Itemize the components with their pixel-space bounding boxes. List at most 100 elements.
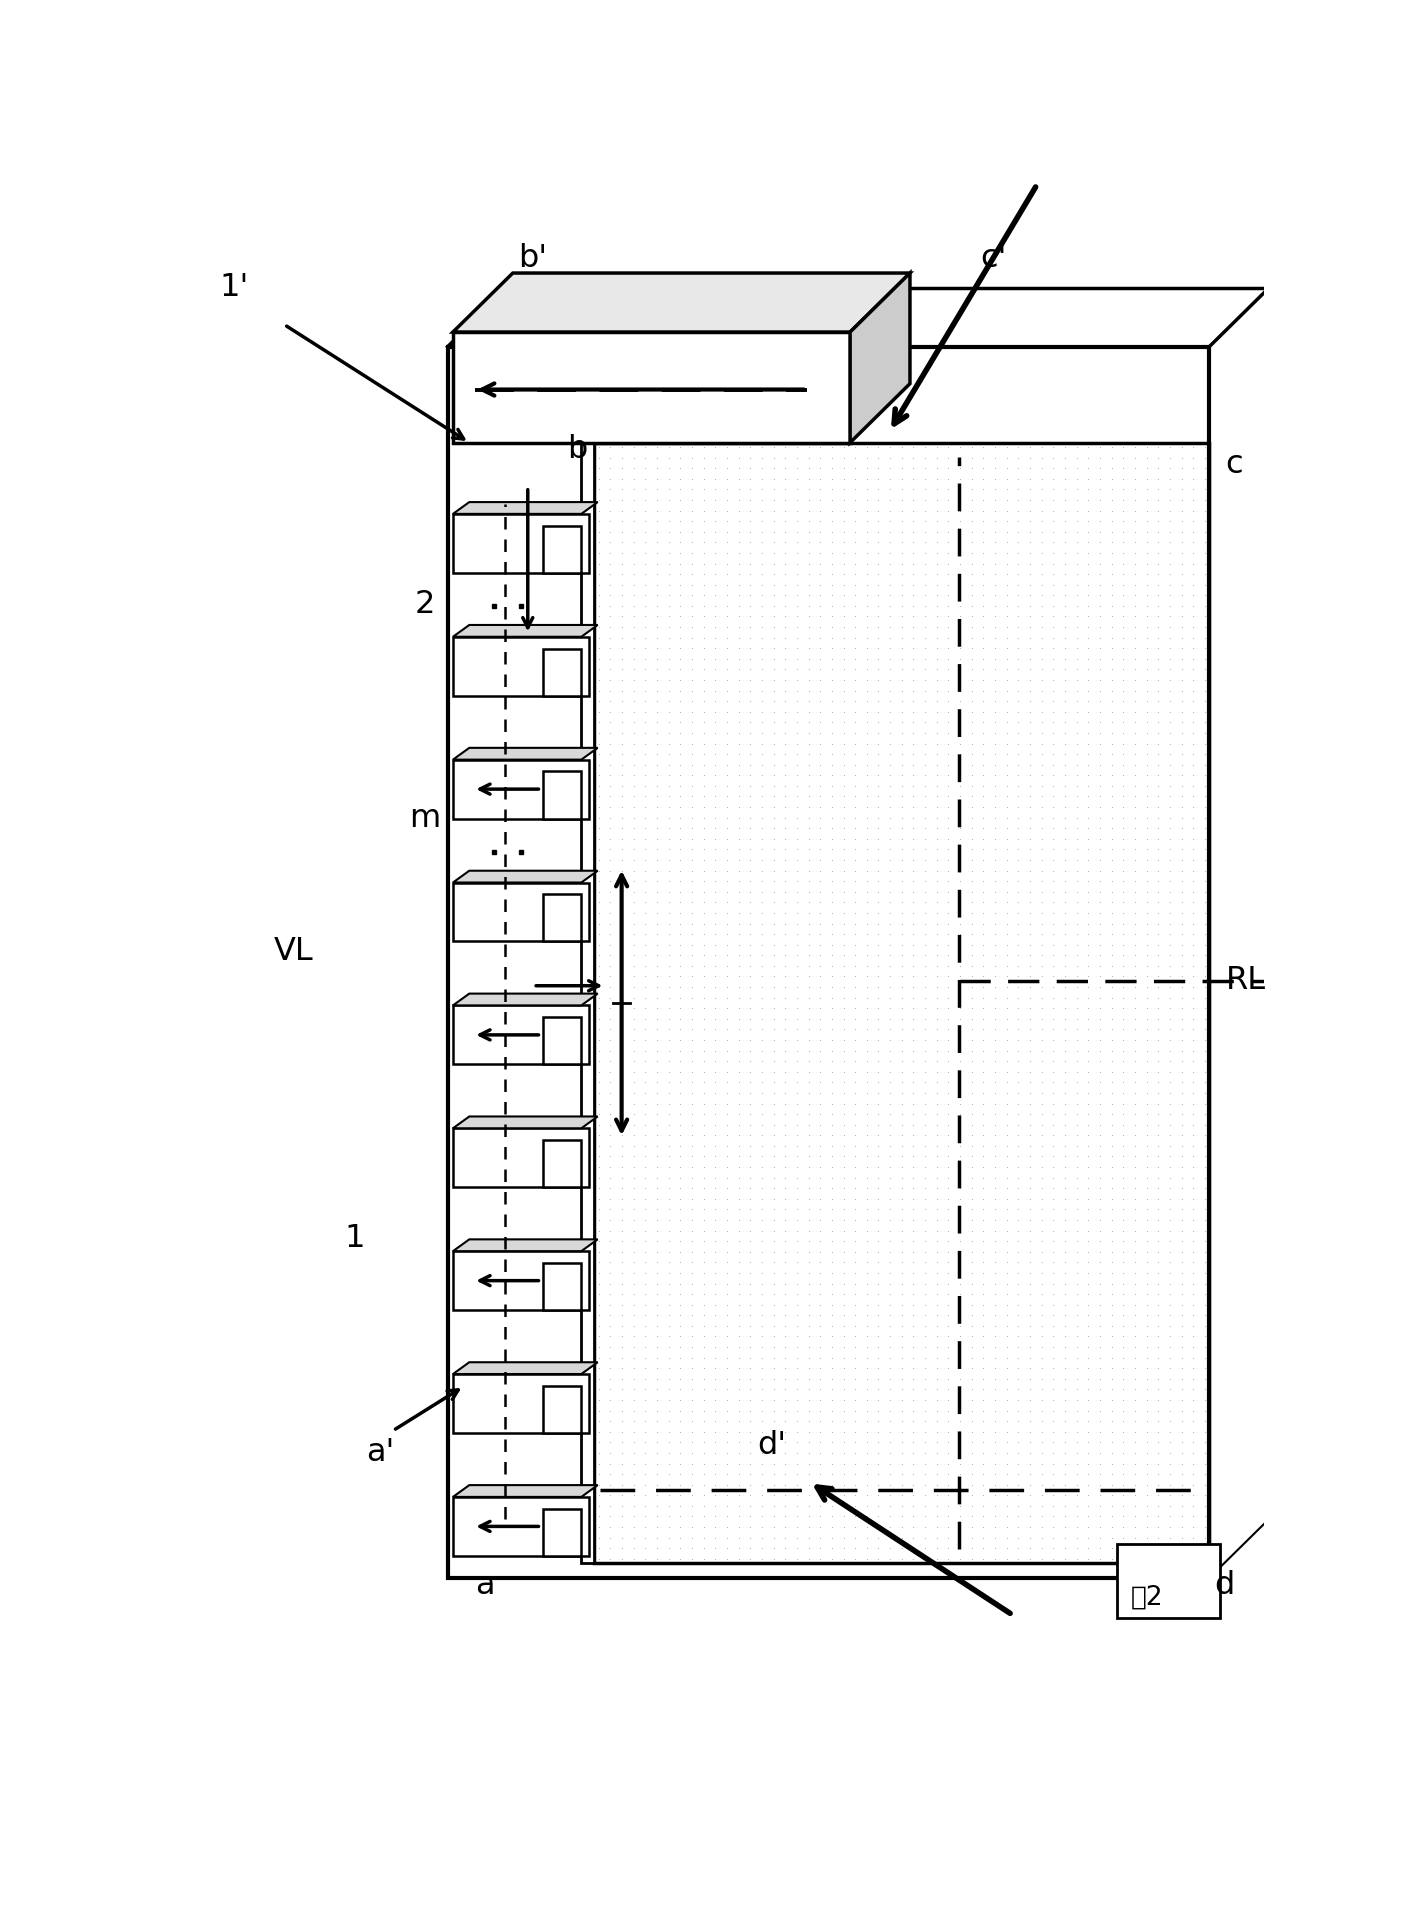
Point: [1112, 898, 1134, 928]
Point: [1077, 1068, 1099, 1099]
Point: [960, 1321, 983, 1351]
Point: [903, 1068, 925, 1099]
Point: [657, 1470, 680, 1501]
Point: [797, 1215, 820, 1246]
Point: [1182, 1099, 1205, 1129]
Point: [1123, 1057, 1146, 1087]
Point: [1171, 877, 1193, 907]
Point: [739, 1068, 761, 1099]
Point: [692, 1110, 715, 1141]
Point: [821, 1386, 844, 1416]
Point: [1101, 708, 1123, 739]
Point: [972, 454, 994, 484]
Point: [797, 1395, 820, 1426]
Point: [844, 708, 866, 739]
Point: [739, 1374, 761, 1405]
Point: [972, 1300, 994, 1330]
Point: [855, 1026, 878, 1057]
Point: [1077, 676, 1099, 706]
Point: [670, 1437, 692, 1468]
Point: [1158, 1365, 1181, 1395]
Point: [938, 1512, 960, 1543]
Point: [1147, 1458, 1170, 1489]
Point: [1077, 856, 1099, 886]
Point: [984, 1026, 1007, 1057]
Point: [890, 1491, 913, 1522]
Point: [821, 1533, 844, 1564]
Point: [1112, 1522, 1134, 1552]
Point: [646, 760, 668, 790]
Point: [657, 1236, 680, 1267]
Point: [727, 1035, 750, 1066]
Point: [1123, 601, 1146, 632]
Point: [879, 835, 901, 865]
Point: [727, 1131, 750, 1162]
Point: [1031, 1089, 1053, 1120]
Point: [657, 465, 680, 496]
Point: [611, 622, 633, 653]
Point: [1123, 465, 1146, 496]
Point: [938, 496, 960, 526]
Point: [1077, 1152, 1099, 1183]
Point: [1031, 1300, 1053, 1330]
Point: [1066, 1248, 1088, 1279]
Point: [1031, 771, 1053, 802]
Point: [903, 867, 925, 898]
Point: [1042, 1407, 1064, 1437]
Point: [1019, 465, 1042, 496]
Point: [670, 559, 692, 590]
Point: [1136, 1110, 1158, 1141]
Point: [984, 1194, 1007, 1225]
Point: [670, 835, 692, 865]
Point: [587, 1522, 609, 1552]
Point: [1066, 846, 1088, 877]
Point: [809, 835, 831, 865]
Point: [1193, 1321, 1216, 1351]
Point: [622, 528, 644, 559]
Point: [657, 549, 680, 580]
Point: [751, 486, 774, 517]
Point: [972, 1248, 994, 1279]
Point: [949, 1428, 972, 1458]
Point: [1158, 1152, 1181, 1183]
Point: [1136, 528, 1158, 559]
Point: [1007, 454, 1029, 484]
Point: [879, 1279, 901, 1309]
Point: [1158, 687, 1181, 718]
Point: [1171, 940, 1193, 970]
Point: [1077, 655, 1099, 685]
Point: [646, 919, 668, 949]
Point: [587, 867, 609, 898]
Point: [762, 739, 785, 769]
Point: [657, 1257, 680, 1288]
Point: [587, 1120, 609, 1150]
Point: [1193, 739, 1216, 769]
Point: [786, 877, 809, 907]
Point: [681, 1120, 703, 1150]
Point: [587, 687, 609, 718]
Point: [1066, 1332, 1088, 1363]
Point: [1077, 528, 1099, 559]
Point: [774, 835, 796, 865]
Point: [739, 1545, 761, 1575]
Point: [1123, 1227, 1146, 1257]
Point: [1171, 1026, 1193, 1057]
Point: [646, 1035, 668, 1066]
Point: [797, 1449, 820, 1480]
Point: [1101, 1290, 1123, 1321]
Point: [1147, 676, 1170, 706]
Point: [1123, 982, 1146, 1013]
Point: [949, 813, 972, 844]
Point: [1054, 433, 1077, 463]
Point: [868, 1300, 890, 1330]
Point: [925, 442, 948, 473]
Point: [868, 666, 890, 697]
Point: [1112, 739, 1134, 769]
Point: [1158, 1173, 1181, 1204]
Point: [1193, 1099, 1216, 1129]
Point: [972, 792, 994, 823]
Point: [692, 877, 715, 907]
Point: [587, 961, 609, 991]
Point: [1158, 1257, 1181, 1288]
Point: [984, 612, 1007, 643]
